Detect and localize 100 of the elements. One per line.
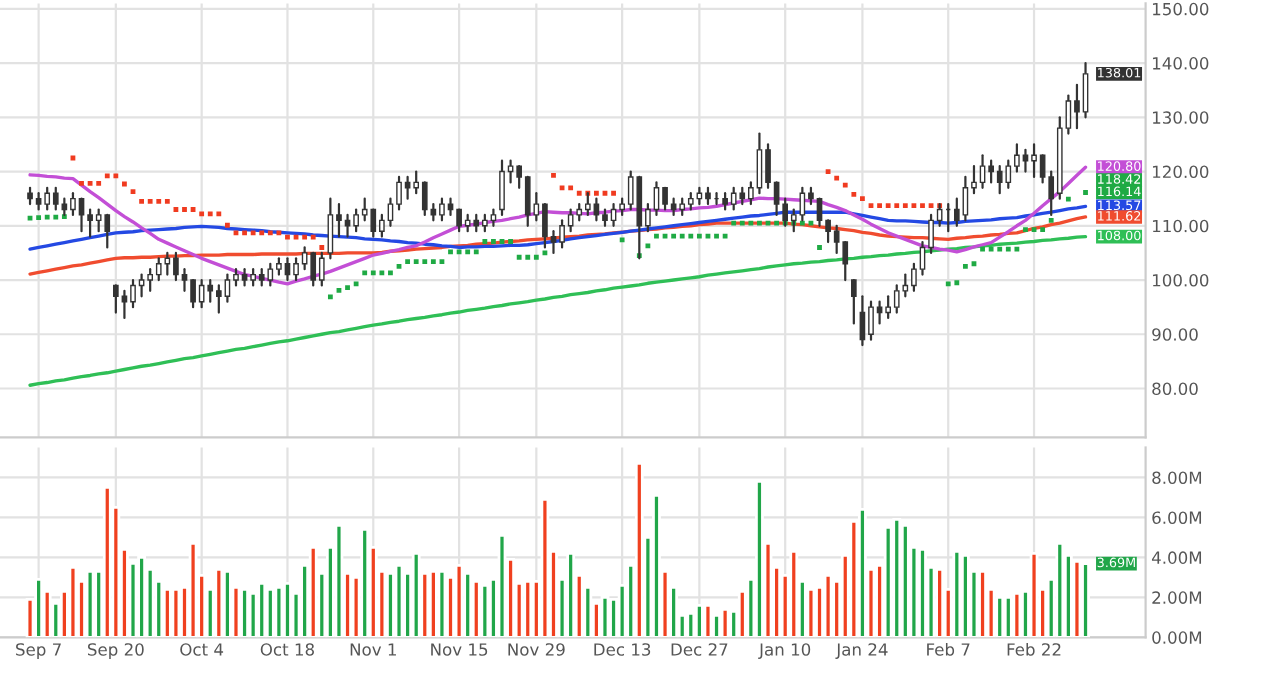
y-tick-label: 80.00 (1152, 382, 1198, 396)
bar (686, 611, 696, 638)
bar (1081, 562, 1090, 638)
candlestick (70, 192, 76, 217)
candlestick (893, 284, 900, 314)
candlestick (224, 273, 231, 303)
y-tick-label: 90.00 (1152, 328, 1198, 341)
bar (600, 595, 610, 638)
bar (883, 526, 893, 638)
bar (411, 552, 421, 638)
x-tick-label: Dec 13 (594, 643, 651, 656)
bar (497, 534, 507, 638)
bar (935, 567, 945, 638)
y-tick-label: 6.00M (1152, 511, 1202, 524)
y-tick-label: 150.00 (1152, 2, 1209, 16)
candlestick (962, 175, 969, 222)
bar (463, 571, 473, 638)
bar (471, 579, 481, 638)
x-tick-label: Feb 22 (1007, 642, 1061, 656)
x-tick-label: Jan 24 (835, 643, 888, 659)
candlestick (850, 278, 857, 325)
line-series (28, 165, 1088, 286)
x-tick-label: Jan 10 (758, 643, 811, 659)
candlestick (190, 278, 196, 309)
bar (694, 603, 704, 638)
bar (789, 550, 799, 638)
candlestick (113, 284, 119, 314)
bar (523, 579, 533, 638)
bar (1012, 591, 1022, 638)
candlestick (1082, 61, 1089, 119)
candlestick (499, 159, 505, 217)
y-tick-label: 130.00 (1152, 111, 1209, 124)
bar (823, 573, 833, 638)
x-tick-label: Sep 7 (16, 643, 61, 660)
x-tick-label: Oct 4 (180, 643, 224, 656)
candlestick (327, 197, 334, 260)
candlestick (164, 251, 171, 276)
bar (394, 563, 404, 638)
bar (566, 552, 576, 638)
bar (892, 518, 902, 638)
bar (918, 548, 927, 638)
candlestick (78, 197, 85, 233)
bar (308, 546, 318, 638)
candlestick (1031, 143, 1037, 179)
candlestick (310, 251, 317, 287)
bar (274, 585, 284, 638)
y-tick-label: 2.00M (1152, 591, 1202, 604)
candlestick (95, 208, 102, 233)
bar (428, 569, 438, 638)
bar (480, 583, 490, 638)
candlestick (267, 262, 274, 287)
bar (188, 542, 198, 638)
bar (806, 587, 816, 638)
bar (257, 581, 267, 638)
bar (68, 565, 78, 638)
bar (240, 587, 249, 638)
bar (1055, 542, 1065, 638)
candlestick (52, 186, 59, 211)
bar (162, 587, 172, 638)
bar (360, 528, 370, 638)
y-tick-label: 8.00M (1152, 471, 1202, 485)
bar (265, 587, 275, 638)
candlestick (593, 197, 600, 222)
candlestick (730, 186, 737, 211)
candlestick (104, 213, 111, 249)
x-tick-label: Oct 18 (260, 643, 314, 656)
candlestick (215, 284, 222, 314)
x-tick-label: Nov 1 (350, 643, 396, 656)
bar (102, 486, 112, 638)
bar (437, 569, 447, 638)
candlestick (868, 300, 874, 341)
y-tick-label: 140.00 (1152, 57, 1209, 70)
bar (1072, 559, 1082, 638)
bar (995, 595, 1005, 638)
candlestick (44, 186, 51, 211)
candlestick (130, 278, 136, 309)
bar (900, 524, 910, 638)
bar (171, 587, 181, 638)
candlestick (155, 257, 162, 282)
x-tick-label: Nov 29 (508, 643, 565, 656)
candlestick (138, 273, 145, 298)
bar (703, 603, 713, 638)
candlestick (1005, 159, 1012, 189)
x-tick-label: Sep 20 (87, 643, 144, 660)
y-tick-label: 100.00 (1152, 273, 1209, 287)
bar (85, 569, 95, 638)
y-tick-label: 110.00 (1152, 219, 1209, 233)
bar (1029, 552, 1039, 638)
bar (540, 498, 550, 638)
x-tick-label: Dec 27 (671, 643, 728, 656)
candlestick (662, 186, 668, 211)
x-tick-label: Feb 7 (927, 642, 970, 656)
candlestick (421, 181, 428, 217)
bar (334, 524, 344, 638)
candlestick (147, 268, 154, 292)
bar (952, 550, 962, 638)
candlestick (404, 175, 411, 200)
candlestick (318, 251, 325, 287)
y-tick-label: 4.00M (1151, 551, 1202, 564)
candlestick (885, 295, 892, 320)
